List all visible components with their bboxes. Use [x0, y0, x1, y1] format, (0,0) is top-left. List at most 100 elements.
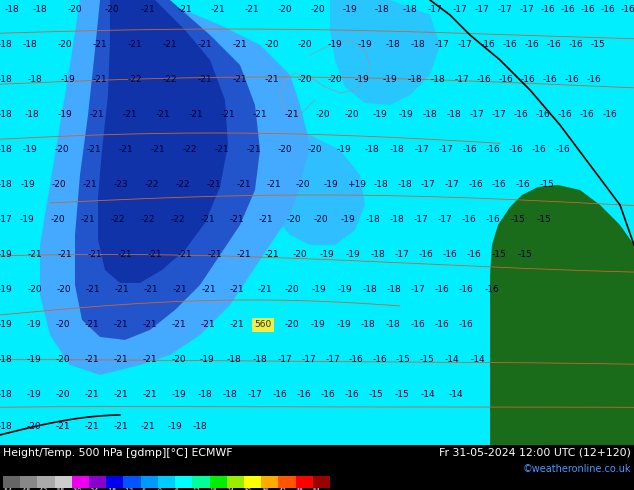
Text: -17: -17: [439, 146, 453, 154]
Text: ©weatheronline.co.uk: ©weatheronline.co.uk: [522, 464, 631, 474]
Text: -21: -21: [141, 422, 155, 431]
Text: -21: -21: [163, 41, 178, 49]
Text: -21: -21: [28, 250, 42, 259]
Text: -18: -18: [411, 41, 425, 49]
Text: -21: -21: [93, 41, 107, 49]
Text: -17: -17: [411, 286, 425, 294]
Bar: [261, 476, 278, 488]
Text: -21: -21: [86, 286, 100, 294]
Text: -21: -21: [56, 422, 70, 431]
Text: -16: -16: [477, 75, 491, 84]
Text: -16: -16: [469, 180, 483, 190]
Text: Fr 31-05-2024 12:00 UTC (12+120): Fr 31-05-2024 12:00 UTC (12+120): [439, 448, 631, 458]
Text: -21: -21: [233, 75, 247, 84]
Text: -14: -14: [444, 355, 459, 365]
Text: -21: -21: [113, 320, 128, 329]
Text: -19: -19: [383, 75, 398, 84]
Text: -18: -18: [375, 5, 389, 15]
Text: -20: -20: [56, 320, 70, 329]
Text: -18: -18: [107, 489, 116, 490]
Text: -20: -20: [27, 422, 41, 431]
Text: -18: -18: [4, 5, 20, 15]
Text: -19: -19: [0, 320, 13, 329]
Text: -18: -18: [25, 110, 39, 120]
Text: -19: -19: [0, 250, 13, 259]
Text: -20: -20: [287, 216, 301, 224]
Text: -18: -18: [430, 75, 445, 84]
Text: -42: -42: [37, 489, 48, 490]
Text: -22: -22: [163, 75, 178, 84]
Text: -16: -16: [411, 320, 425, 329]
Text: -21: -21: [198, 75, 212, 84]
Text: 6: 6: [175, 489, 179, 490]
Bar: [124, 476, 141, 488]
Polygon shape: [98, 0, 228, 283]
Text: -21: -21: [236, 180, 251, 190]
Text: -21: -21: [267, 180, 281, 190]
Text: -21: -21: [143, 391, 157, 399]
Text: -16: -16: [435, 286, 450, 294]
Text: -20: -20: [28, 286, 42, 294]
Text: -19: -19: [337, 320, 351, 329]
Text: -16: -16: [543, 75, 557, 84]
Text: -24: -24: [89, 489, 100, 490]
Text: -21: -21: [230, 216, 244, 224]
Text: -20: -20: [314, 216, 328, 224]
Text: -21: -21: [264, 250, 280, 259]
Text: -21: -21: [113, 355, 128, 365]
Text: -21: -21: [85, 355, 100, 365]
Text: -17: -17: [435, 41, 450, 49]
Text: -14: -14: [470, 355, 485, 365]
Text: -15: -15: [540, 180, 554, 190]
Text: -21: -21: [178, 5, 192, 15]
Text: -21: -21: [87, 146, 101, 154]
Text: -16: -16: [297, 391, 311, 399]
Text: -21: -21: [87, 250, 102, 259]
Text: -12: -12: [124, 489, 134, 490]
Text: -20: -20: [56, 355, 70, 365]
Text: -17: -17: [455, 75, 469, 84]
Text: -21: -21: [201, 320, 216, 329]
Text: -16: -16: [345, 391, 359, 399]
Text: -17: -17: [394, 250, 410, 259]
Text: -21: -21: [151, 146, 165, 154]
Text: -15: -15: [420, 355, 434, 365]
Text: -16: -16: [555, 146, 571, 154]
Text: -21: -21: [247, 146, 261, 154]
Text: -19: -19: [27, 355, 41, 365]
Text: 54: 54: [313, 489, 321, 490]
Text: -20: -20: [295, 180, 310, 190]
Bar: [107, 476, 124, 488]
Text: 0: 0: [158, 489, 162, 490]
Text: -23: -23: [113, 180, 128, 190]
Text: -17: -17: [491, 110, 507, 120]
Text: -21: -21: [85, 320, 100, 329]
Text: -22: -22: [145, 180, 159, 190]
Bar: [313, 476, 330, 488]
Text: -18: -18: [361, 320, 375, 329]
Text: -19: -19: [320, 250, 334, 259]
Text: -21: -21: [172, 286, 187, 294]
Text: -16: -16: [508, 146, 524, 154]
Text: 42: 42: [278, 489, 287, 490]
Text: -21: -21: [93, 75, 107, 84]
Text: -22: -22: [176, 180, 190, 190]
Text: -16: -16: [524, 41, 540, 49]
Text: -18: -18: [0, 391, 13, 399]
Text: 30: 30: [244, 489, 252, 490]
Text: -16: -16: [514, 110, 528, 120]
Text: -16: -16: [462, 216, 476, 224]
Text: -19: -19: [354, 75, 370, 84]
Text: -20: -20: [172, 355, 186, 365]
Text: -19: -19: [399, 110, 413, 120]
Text: -20: -20: [56, 391, 70, 399]
Text: -21: -21: [172, 320, 186, 329]
Text: 36: 36: [261, 489, 269, 490]
Text: -21: -21: [58, 250, 72, 259]
Text: -19: -19: [27, 391, 41, 399]
Text: -18: -18: [365, 146, 379, 154]
Text: -21: -21: [148, 250, 162, 259]
Text: -18: -18: [0, 41, 13, 49]
Text: -18: -18: [252, 355, 268, 365]
Text: -54: -54: [3, 489, 13, 490]
